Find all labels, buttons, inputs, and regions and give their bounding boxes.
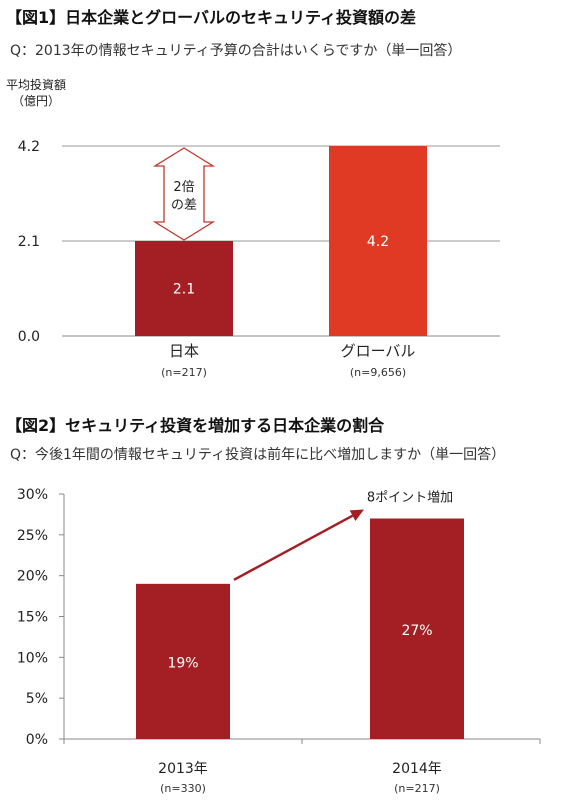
bar-value-label: 4.2 (367, 234, 389, 250)
y-tick-label: 25% (17, 528, 48, 544)
y-tick-label: 15% (17, 610, 48, 626)
x-category-sublabel: (n=217) (394, 782, 440, 795)
x-category-sublabel: (n=330) (160, 782, 206, 795)
bar-value-label: 27% (401, 623, 432, 639)
y-tick-label: 10% (17, 650, 48, 666)
x-category-label: 2013年 (158, 761, 208, 777)
increase-annotation: 8ポイント増加 (367, 491, 453, 506)
figure2-chart: 30% 25% 20% 15% 10% 5% 0% 19% 2013年 (n=330) 27% 201… (17, 487, 541, 795)
y-tick-label: 20% (17, 569, 48, 585)
annotation-label-line2: の差 (171, 198, 197, 213)
x-category-label: 2014年 (392, 761, 442, 777)
bar-value-label: 2.1 (173, 282, 195, 298)
bar-1 (135, 241, 233, 336)
y-tick-label: 0% (26, 732, 48, 748)
x-category-sublabel: (n=217) (161, 366, 207, 379)
bar-1 (136, 583, 230, 739)
x-category-label: グローバル (341, 342, 416, 360)
bar-2 (329, 146, 427, 336)
x-category-label: 日本 (169, 342, 199, 360)
y-tick-label: 30% (17, 487, 48, 503)
y-tick-label: 2.1 (18, 234, 40, 250)
double-arrow-annotation (152, 147, 216, 241)
figure2-title: 【図2】セキュリティ投資を増加する日本企業の割合 (6, 416, 385, 435)
y-tick-label: 0.0 (18, 329, 40, 345)
increase-arrowhead (349, 509, 364, 521)
y-tick-label: 4.2 (18, 139, 40, 155)
annotation-label-line1: 2倍 (173, 180, 194, 195)
increase-arrow (233, 514, 354, 581)
bar-value-label: 19% (167, 655, 198, 671)
y-tick-label: 5% (26, 691, 48, 707)
figure1-chart: 平均投資額 （億円） 4.2 2.1 0.0 2.1 日本 (n=217) 4.2 グローバル (n… (6, 77, 500, 379)
y-axis-label-line2: （億円） (12, 94, 60, 108)
figure1-question: Q：2013年の情報セキュリティ予算の合計はいくらですか（単一回答） (10, 43, 462, 59)
figure1-title: 【図1】日本企業とグローバルのセキュリティ投資額の差 (6, 8, 417, 27)
y-axis-label-line1: 平均投資額 (6, 77, 66, 92)
figure2-question: Q：今後1年間の情報セキュリティ投資は前年に比べ増加しますか（単一回答） (10, 447, 506, 463)
x-category-sublabel: (n=9,656) (350, 366, 406, 379)
bar-2 (370, 518, 464, 739)
